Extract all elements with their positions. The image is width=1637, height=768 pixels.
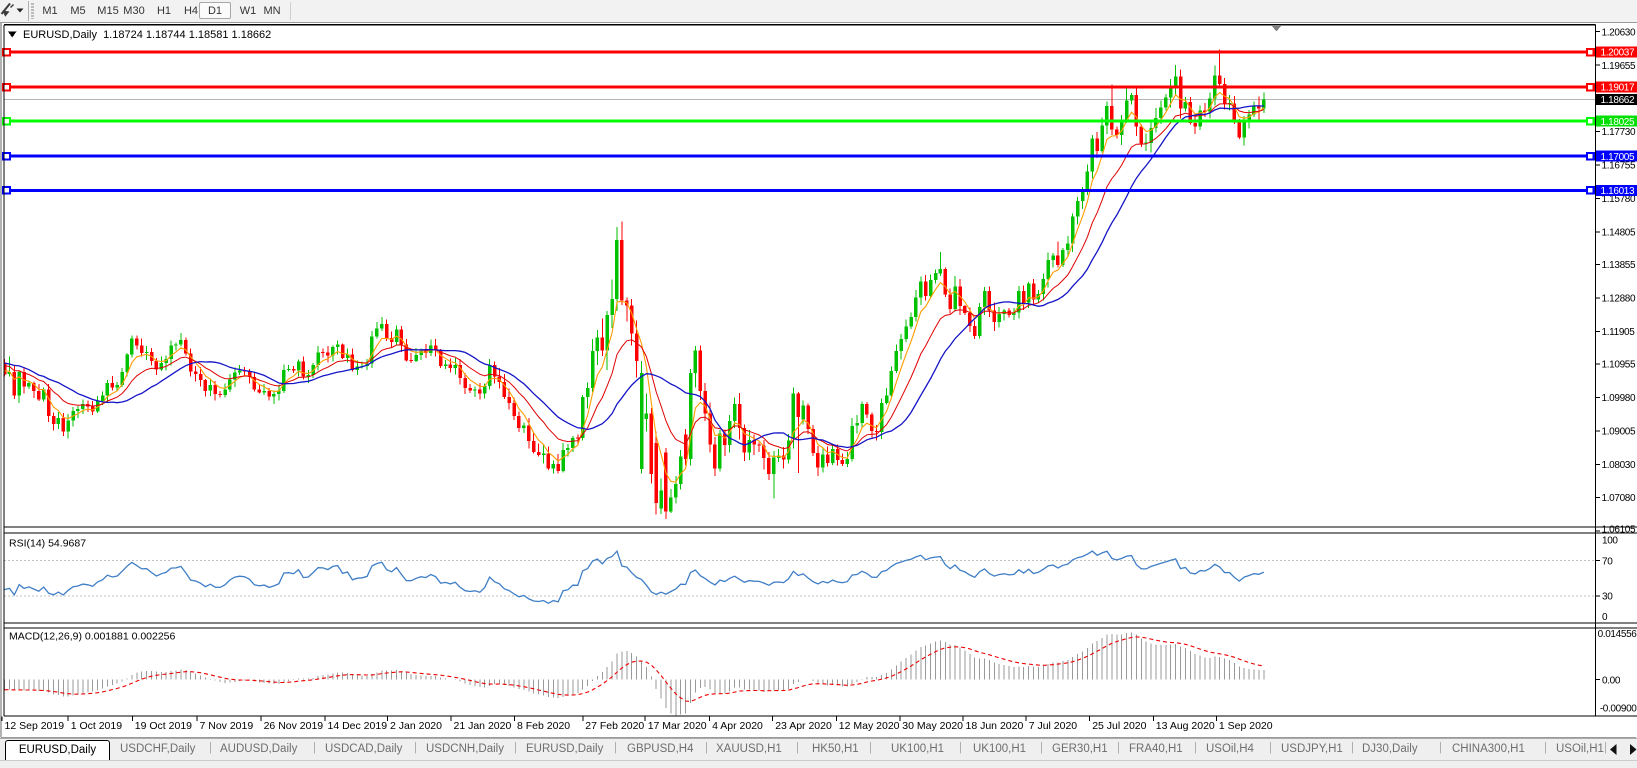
svg-text:17 Mar 2020: 17 Mar 2020 bbox=[648, 720, 707, 732]
svg-text:2 Jan 2020: 2 Jan 2020 bbox=[390, 720, 442, 732]
svg-text:RSI(14) 54.9687: RSI(14) 54.9687 bbox=[9, 538, 86, 550]
svg-text:7 Jul 2020: 7 Jul 2020 bbox=[1029, 720, 1078, 732]
svg-text:-0.00900: -0.00900 bbox=[1600, 704, 1637, 715]
svg-text:13 Aug 2020: 13 Aug 2020 bbox=[1156, 720, 1215, 732]
svg-text:1.09980: 1.09980 bbox=[1602, 393, 1636, 404]
svg-text:23 Apr 2020: 23 Apr 2020 bbox=[775, 720, 832, 732]
svg-text:100: 100 bbox=[1602, 536, 1618, 547]
svg-text:1.07080: 1.07080 bbox=[1602, 493, 1636, 504]
svg-text:1.08030: 1.08030 bbox=[1602, 460, 1636, 471]
svg-text:1.14805: 1.14805 bbox=[1602, 227, 1636, 238]
svg-text:21 Jan 2020: 21 Jan 2020 bbox=[454, 720, 512, 732]
svg-text:1.11905: 1.11905 bbox=[1602, 327, 1636, 338]
svg-text:EURUSD,Daily 1.18724 1.18744: EURUSD,Daily 1.18724 1.18744 1.18581 1.1… bbox=[23, 29, 271, 41]
svg-text:1.16013: 1.16013 bbox=[1601, 186, 1635, 197]
svg-text:19 Oct 2019: 19 Oct 2019 bbox=[135, 720, 192, 732]
svg-text:1 Sep 2020: 1 Sep 2020 bbox=[1219, 720, 1273, 732]
svg-text:1.18025: 1.18025 bbox=[1601, 117, 1635, 128]
svg-text:1.12880: 1.12880 bbox=[1602, 294, 1636, 305]
svg-text:27 Feb 2020: 27 Feb 2020 bbox=[585, 720, 644, 732]
svg-text:18 Jun 2020: 18 Jun 2020 bbox=[966, 720, 1024, 732]
svg-text:1.20037: 1.20037 bbox=[1601, 48, 1635, 59]
svg-text:0.014556: 0.014556 bbox=[1598, 629, 1637, 640]
svg-text:26 Nov 2019: 26 Nov 2019 bbox=[264, 720, 324, 732]
svg-text:0.00: 0.00 bbox=[1602, 675, 1621, 686]
svg-text:8 Feb 2020: 8 Feb 2020 bbox=[517, 720, 570, 732]
svg-text:1.06105: 1.06105 bbox=[1602, 525, 1636, 536]
svg-text:1.19017: 1.19017 bbox=[1601, 83, 1635, 94]
svg-text:7 Nov 2019: 7 Nov 2019 bbox=[200, 720, 254, 732]
svg-text:1 Oct 2019: 1 Oct 2019 bbox=[71, 720, 123, 732]
svg-text:4 Apr 2020: 4 Apr 2020 bbox=[712, 720, 763, 732]
svg-text:1.15780: 1.15780 bbox=[1602, 194, 1636, 205]
svg-text:1.20630: 1.20630 bbox=[1602, 27, 1636, 38]
svg-text:14 Dec 2019: 14 Dec 2019 bbox=[328, 720, 388, 732]
svg-text:30: 30 bbox=[1602, 592, 1613, 603]
svg-text:30 May 2020: 30 May 2020 bbox=[902, 720, 963, 732]
svg-text:1.13855: 1.13855 bbox=[1602, 260, 1636, 271]
svg-text:12 Sep 2019: 12 Sep 2019 bbox=[5, 720, 65, 732]
svg-text:1.17005: 1.17005 bbox=[1601, 152, 1635, 163]
svg-text:1.19655: 1.19655 bbox=[1602, 61, 1636, 72]
svg-text:0: 0 bbox=[1602, 612, 1608, 623]
svg-text:1.09005: 1.09005 bbox=[1602, 427, 1636, 438]
svg-text:12 May 2020: 12 May 2020 bbox=[839, 720, 900, 732]
svg-text:1.16755: 1.16755 bbox=[1602, 160, 1636, 171]
svg-text:25 Jul 2020: 25 Jul 2020 bbox=[1092, 720, 1146, 732]
svg-text:70: 70 bbox=[1602, 557, 1613, 568]
svg-text:1.17730: 1.17730 bbox=[1602, 127, 1636, 138]
svg-text:MACD(12,26,9) 0.001881 0.00225: MACD(12,26,9) 0.001881 0.002256 bbox=[9, 631, 176, 643]
svg-text:1.10955: 1.10955 bbox=[1602, 360, 1636, 371]
svg-text:1.18662: 1.18662 bbox=[1601, 95, 1635, 106]
